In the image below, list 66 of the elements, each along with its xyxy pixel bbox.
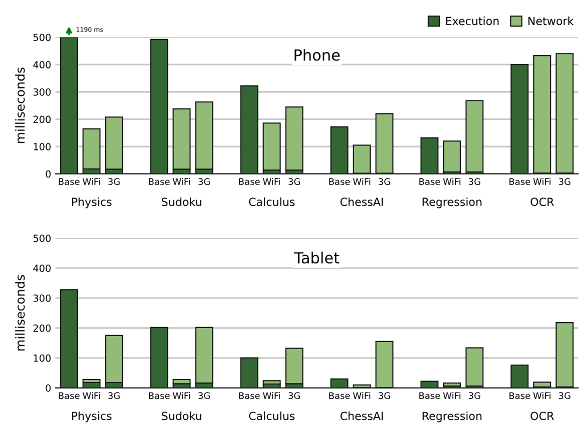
- x-tick-label: WiFi: [443, 178, 460, 185]
- y-tick-label: 200: [33, 324, 51, 332]
- legend-label: Network: [528, 16, 574, 26]
- x-tick-label: Base: [329, 178, 350, 186]
- y-tick-label: 300: [33, 88, 51, 96]
- x-tick-label: WiFi: [353, 178, 370, 185]
- x-tick-label: WiFi: [262, 392, 280, 399]
- text: Phone: [294, 48, 340, 61]
- x-tick-label: 3G: [288, 392, 300, 400]
- y-tick-label: 500: [34, 234, 51, 242]
- y-tick-label: 200: [33, 116, 51, 124]
- x-tick-label: WiFi: [443, 392, 460, 399]
- x-tick-label: 3G: [558, 178, 570, 186]
- text: Tablet: [294, 252, 340, 264]
- y-tick-label: 0: [46, 170, 51, 178]
- y-axis-title: milliseconds: [15, 68, 25, 143]
- x-tick-label: 3G: [198, 178, 210, 186]
- x-tick-label: Base: [58, 178, 80, 186]
- x-tick-label: Base: [329, 392, 350, 400]
- x-tick-label: Base: [239, 392, 260, 400]
- x-tick-label: Base: [58, 392, 80, 400]
- text: OCR: [530, 412, 554, 420]
- x-tick-label: Base: [419, 392, 440, 400]
- text: Regression: [422, 197, 482, 208]
- y-tick-label: 400: [33, 61, 51, 68]
- x-tick-label: WiFi: [533, 392, 550, 399]
- y-tick-label: 100: [34, 143, 51, 150]
- x-tick-label: WiFi: [353, 392, 370, 399]
- text: Physics: [72, 197, 112, 208]
- x-tick-label: 3G: [198, 392, 210, 400]
- text: OCR: [530, 198, 554, 206]
- text: Sudoku: [162, 197, 202, 206]
- x-tick-label: 3G: [108, 392, 120, 400]
- text: ChessAI: [340, 412, 383, 420]
- x-tick-label: WiFi: [82, 178, 100, 185]
- text: Calculus: [249, 197, 295, 206]
- x-tick-label: Base: [509, 392, 530, 400]
- x-tick-label: WiFi: [82, 392, 100, 399]
- text: Calculus: [249, 412, 295, 420]
- text: Sudoku: [162, 412, 202, 420]
- x-tick-label: 3G: [108, 178, 120, 186]
- x-tick-label: 3G: [468, 392, 480, 400]
- y-tick-label: 300: [33, 294, 51, 302]
- x-tick-label: WiFi: [172, 178, 190, 185]
- x-tick-label: Base: [149, 178, 170, 186]
- text: Physics: [72, 412, 112, 422]
- y-tick-label: 100: [34, 354, 51, 362]
- x-tick-label: WiFi: [262, 178, 280, 185]
- y-tick-label: 0: [46, 384, 51, 392]
- legend-label: Execution: [446, 16, 499, 26]
- x-tick-label: 3G: [558, 392, 570, 400]
- x-tick-label: WiFi: [533, 178, 550, 185]
- y-axis-title: milliseconds: [15, 275, 25, 350]
- x-tick-label: 3G: [378, 178, 390, 186]
- x-tick-label: Base: [239, 178, 260, 186]
- x-tick-label: Base: [419, 178, 440, 186]
- y-tick-label: 400: [33, 264, 51, 272]
- y-tick-label: 500: [34, 34, 51, 42]
- x-tick-label: Base: [509, 178, 530, 186]
- x-tick-label: WiFi: [172, 392, 190, 399]
- x-tick-label: 3G: [468, 178, 480, 186]
- text: Regression: [422, 412, 482, 422]
- x-tick-label: 3G: [288, 178, 300, 186]
- text: ChessAI: [340, 197, 383, 206]
- x-tick-label: Base: [149, 392, 170, 400]
- x-tick-label: 3G: [378, 392, 390, 400]
